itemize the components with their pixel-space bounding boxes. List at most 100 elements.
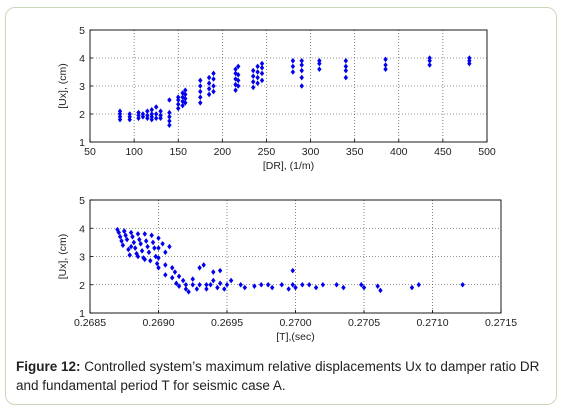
chart2-point (293, 284, 298, 291)
chart2-point (156, 245, 161, 251)
chart2-point (190, 281, 195, 288)
chart2-xtick-label: 0.2690 (142, 317, 174, 329)
chart1-point (427, 62, 432, 68)
chart2-point (290, 281, 295, 288)
chart1-point (255, 80, 260, 86)
chart2-point (197, 281, 202, 288)
chart1-point (343, 67, 349, 74)
chart1-point (211, 70, 216, 77)
chart2-point (252, 283, 257, 289)
chart1-point (343, 63, 349, 70)
chart1-xtick-label: 400 (390, 146, 408, 158)
chart1-xtick-label: 200 (214, 146, 232, 158)
chart1-point (427, 55, 432, 61)
chart1-point (167, 114, 172, 120)
chart1-point (251, 73, 256, 79)
chart2-point (174, 280, 179, 287)
chart2-point (156, 255, 161, 261)
chart1-point (167, 118, 172, 124)
chart2-point (183, 281, 189, 288)
chart1-point (233, 66, 238, 72)
chart1-point (206, 91, 212, 98)
chart2-point (460, 281, 465, 288)
chart2-point (375, 283, 380, 289)
chart2-point (201, 262, 206, 268)
chart1-point (255, 63, 260, 70)
chart2-point (300, 281, 305, 288)
chart2-point (238, 281, 243, 288)
chart1-ytick-label: 3 (79, 81, 85, 93)
chart1-point (167, 109, 172, 116)
chart2-point (290, 267, 295, 274)
chart2-point (149, 232, 154, 239)
chart2-point (170, 274, 175, 281)
chart1-point (136, 109, 141, 116)
chart1-point (236, 72, 241, 78)
chart2-point (265, 281, 271, 288)
chart1-ytick-label: 4 (79, 53, 85, 65)
chart1-ytick-label: 5 (79, 25, 85, 37)
chart2-point (156, 235, 161, 241)
chart2-point (190, 276, 195, 282)
chart1-point (145, 108, 150, 114)
chart1-point (176, 105, 181, 112)
chart1-xlabel: [DR], (1/m) (263, 160, 314, 172)
chart2-point (163, 249, 168, 256)
chart2-point (228, 277, 234, 284)
chart2-point (145, 243, 150, 250)
chart2-point (138, 240, 143, 247)
chart1-point (153, 104, 159, 110)
chart1-point (211, 88, 216, 95)
chart1-point (153, 111, 159, 117)
chart2-point (127, 252, 132, 258)
chart2-xtick-label: 0.2705 (348, 317, 380, 329)
chart2-point (409, 284, 415, 291)
caption-label: Figure 12: (16, 359, 81, 374)
chart2-point (160, 240, 165, 247)
chart2-point (270, 284, 275, 291)
chart1-point (383, 56, 388, 63)
chart1-point (251, 67, 256, 74)
chart1-point (149, 107, 154, 113)
chart2-point (307, 281, 312, 288)
chart1-point (206, 74, 212, 81)
chart1-point (206, 80, 212, 86)
chart2-point (211, 277, 216, 284)
chart1-point (198, 88, 203, 95)
chart1-point (153, 115, 159, 121)
chart2-ytick-label: 2 (79, 280, 85, 292)
chart2-point (156, 265, 161, 271)
chart2-point (116, 229, 121, 236)
chart2-point (119, 238, 124, 244)
chart2-point (208, 281, 213, 288)
chart1-point (158, 108, 163, 114)
chart2-point (142, 231, 147, 237)
chart1-xtick-label: 150 (169, 146, 187, 158)
chart2-point (204, 286, 209, 292)
chart2-group: 0.2685 0.2690 0.2695 0.2700 0.2705 0.2710 0.27… (57, 195, 517, 343)
chart2-xtick-label: 0.2685 (74, 317, 106, 329)
chart2-xtick-label: 0.2695 (211, 317, 243, 329)
chart2-point (128, 229, 134, 236)
chart2-point (139, 248, 145, 254)
chart1-point (183, 91, 188, 98)
chart1-point (383, 66, 388, 72)
chart2-point (172, 269, 178, 275)
chart1-xtick-label: 250 (258, 146, 276, 158)
chart2-point (117, 233, 123, 240)
chart1-ytick-label: 2 (79, 109, 85, 121)
chart1-point (183, 87, 188, 93)
chart2-point (133, 245, 138, 251)
chart1-point (117, 116, 123, 123)
chart1-point (211, 83, 216, 89)
chart2-point (137, 236, 142, 243)
chart1-point (259, 70, 265, 77)
chart1-point (236, 63, 241, 70)
chart2-point (135, 253, 141, 260)
chart2-point (341, 284, 346, 291)
chart1-point (198, 77, 203, 84)
chart2-xtick-label: 0.2710 (416, 317, 448, 329)
chart2-point (194, 286, 200, 292)
chart1-point (180, 98, 185, 105)
chart2-point (170, 265, 175, 271)
